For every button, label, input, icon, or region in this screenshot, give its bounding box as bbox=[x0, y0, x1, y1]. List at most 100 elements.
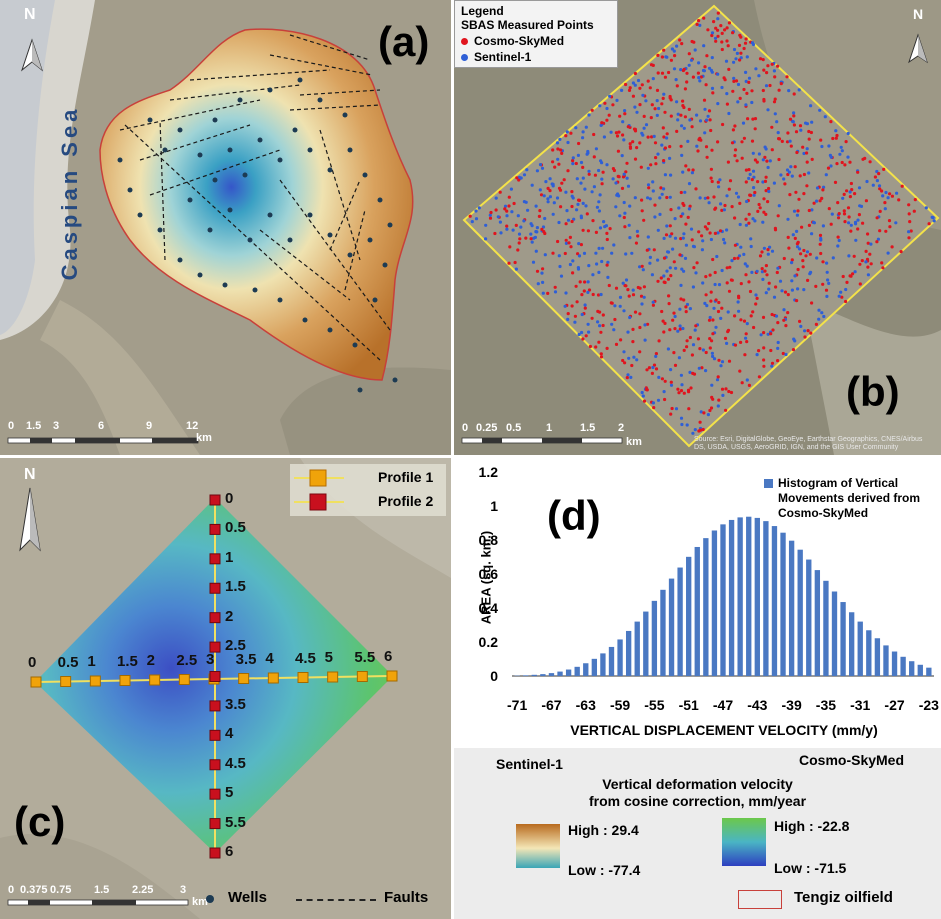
histogram-bar bbox=[617, 639, 623, 676]
histogram-bar bbox=[831, 591, 838, 676]
panel-b-canvas bbox=[454, 0, 941, 455]
sentinel-color-ramp bbox=[516, 824, 560, 868]
profile-1-tick-label: 5.5 bbox=[354, 648, 376, 666]
panel-a-label: (a) bbox=[378, 18, 430, 65]
cosmo-legend-label: Cosmo-SkyMed bbox=[799, 752, 905, 768]
scale-bar-a bbox=[7, 437, 199, 444]
profile-1-legend-label: Profile 1 bbox=[378, 469, 434, 485]
y-tick-label: 1 bbox=[490, 498, 498, 514]
scale-unit-b: km bbox=[626, 436, 642, 448]
histogram-bar bbox=[737, 517, 743, 676]
x-tick-label: -71 bbox=[507, 697, 527, 713]
profile-1-tick-label: 2.5 bbox=[176, 651, 198, 669]
histogram-bar bbox=[531, 674, 537, 676]
profile-2-tick-label: 0 bbox=[225, 490, 234, 507]
histogram-bar bbox=[840, 602, 846, 676]
y-tick-label: 1.2 bbox=[479, 464, 499, 480]
north-arrow-icon bbox=[20, 38, 44, 72]
profile-2-marker bbox=[209, 671, 221, 682]
histogram-bar bbox=[600, 653, 606, 676]
map-attribution: Source: Esri, DigitalGlobe, GeoEye, Eart… bbox=[694, 436, 923, 451]
profile-2-tick-label: 5.5 bbox=[225, 813, 246, 831]
histogram-bar bbox=[771, 526, 778, 676]
histogram-bar bbox=[728, 519, 735, 676]
cosmo-low-label: Low : -71.5 bbox=[774, 860, 847, 876]
histogram-bar bbox=[548, 673, 555, 676]
histogram-bar bbox=[874, 638, 881, 676]
oilfield-outline-icon bbox=[738, 890, 782, 909]
profile-2-marker bbox=[209, 641, 221, 653]
histogram-bar bbox=[591, 658, 598, 676]
histogram-bar bbox=[909, 661, 915, 676]
histogram-bar bbox=[823, 580, 829, 676]
profile-2-tick-label: 1.5 bbox=[225, 578, 246, 596]
scale-ticks-c: 0 0.375 0.75 1.5 2.25 3 bbox=[8, 884, 187, 896]
profile-1-marker bbox=[297, 672, 309, 683]
profile-1-marker bbox=[30, 676, 42, 688]
cosmo-high-label: High : -22.8 bbox=[774, 818, 850, 834]
x-tick-label: -23 bbox=[919, 697, 939, 713]
histogram-bar bbox=[625, 630, 632, 676]
profile-2-marker bbox=[209, 523, 221, 535]
cosmo-color-ramp bbox=[722, 818, 766, 866]
histogram-bar bbox=[814, 570, 821, 676]
legend-item-cosmo: Cosmo-SkyMed bbox=[461, 34, 611, 48]
profile-1-tick-label: 4.5 bbox=[295, 649, 316, 667]
profile-2-tick-label: 2 bbox=[225, 607, 234, 625]
panel-c-map: N 0 0.5 1 1.5 2 2.5 3 3.5 4 4.5 5 5.5 6 0 0.5 1 1.5 2 2.5 3… bbox=[0, 458, 451, 919]
bar-swatch-icon bbox=[764, 479, 773, 488]
wells-label: Wells bbox=[228, 889, 267, 906]
profile-1-marker bbox=[60, 676, 72, 687]
profile-2-tick-label: 4.5 bbox=[225, 754, 246, 772]
x-tick-label: -47 bbox=[713, 697, 733, 713]
red-dot-icon bbox=[461, 37, 468, 45]
histogram-bar bbox=[720, 524, 726, 676]
histogram-bar bbox=[686, 556, 692, 676]
x-tick-label: -35 bbox=[816, 697, 836, 713]
histogram-bar bbox=[540, 674, 546, 676]
histogram-bar bbox=[694, 546, 700, 676]
histogram-bar bbox=[703, 538, 709, 676]
deformation-legend: Sentinel-1 Cosmo-SkyMed Vertical deforma… bbox=[454, 748, 941, 919]
profile-1-tick-label: 1.5 bbox=[117, 652, 138, 670]
profile-2-tick-label: 4 bbox=[225, 725, 234, 743]
blue-dot-icon bbox=[461, 53, 468, 61]
histogram-bar bbox=[565, 669, 572, 676]
x-tick-label: -39 bbox=[782, 697, 802, 713]
sbas-legend: Legend SBAS Measured Points Cosmo-SkyMed… bbox=[454, 0, 618, 68]
histogram-bar bbox=[788, 540, 795, 676]
sentinel-high-label: High : 29.4 bbox=[568, 822, 639, 838]
y-axis-label: AREA (sq. km.) bbox=[478, 530, 494, 625]
panel-c-canvas bbox=[0, 458, 451, 919]
x-tick-label: -55 bbox=[644, 697, 664, 713]
y-tick-label: 0.6 bbox=[479, 566, 499, 582]
x-tick-label: -43 bbox=[747, 697, 767, 713]
histogram-bar bbox=[651, 600, 658, 676]
histogram-bar bbox=[608, 646, 615, 676]
histogram-chart: 0 0.2 0.4 0.6 0.8 1 1.2 -71 -67 -63 -59 -55 -51 -47 -4… bbox=[479, 464, 940, 713]
profile-2-marker bbox=[209, 494, 221, 506]
profile-2-tick-label: 3.5 bbox=[225, 695, 246, 713]
histogram-bar bbox=[557, 671, 563, 676]
chart-legend-label: Histogram of Vertical Movements derived … bbox=[778, 476, 921, 520]
histogram-bar bbox=[677, 567, 683, 676]
profile-1-tick-label: 6 bbox=[384, 648, 393, 665]
map-symbols-legend: Wells Faults Tengiz oilfield bbox=[0, 880, 941, 919]
x-tick-label: -31 bbox=[850, 697, 870, 713]
profile-1-marker bbox=[327, 671, 339, 683]
y-tick-label: 0 bbox=[490, 668, 498, 684]
scale-unit-c: km bbox=[192, 896, 208, 908]
profile-1-tick-label: 4 bbox=[265, 650, 274, 667]
north-label-b: N bbox=[913, 6, 924, 22]
profile-markers bbox=[30, 494, 398, 859]
profile-1-tick-label: 0 bbox=[28, 654, 37, 671]
histogram-bar bbox=[711, 530, 718, 676]
profile-2-tick-label: 2.5 bbox=[225, 637, 246, 655]
oilfield-label: Tengiz oilfield bbox=[794, 889, 893, 906]
histogram-bar bbox=[660, 589, 666, 676]
histogram-bar bbox=[857, 621, 863, 676]
profile-1-tick-label: 5 bbox=[324, 649, 333, 666]
profile-1-tick-label: 0.5 bbox=[57, 653, 79, 671]
profile-2-tick-label: 1 bbox=[225, 548, 234, 566]
y-tick-label: 0.8 bbox=[479, 532, 499, 548]
